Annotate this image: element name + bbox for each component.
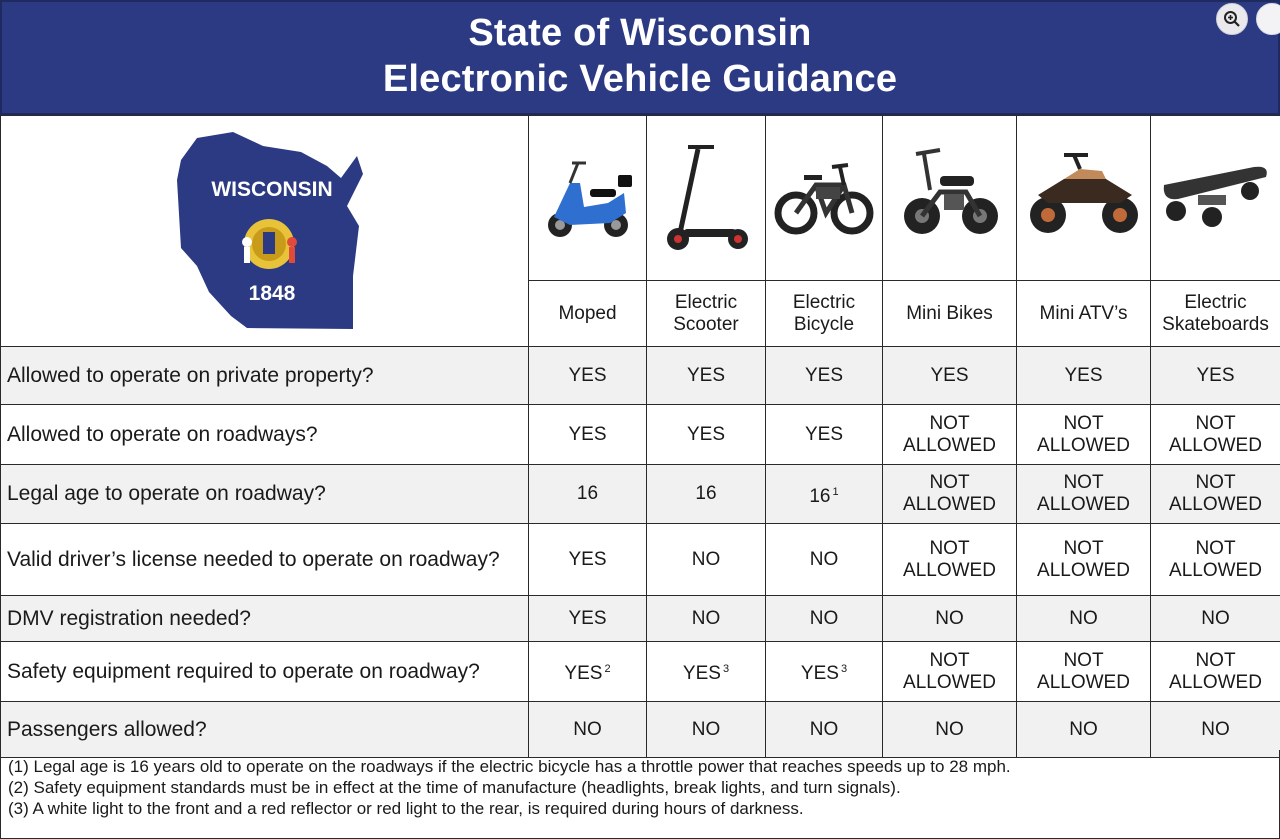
answer-cell: YES: [1016, 346, 1151, 405]
table-row: Allowed to operate on private property? Y…: [0, 346, 1280, 405]
table-row: Allowed to operate on roadways? YES YES YES…: [0, 404, 1280, 465]
answer-cell: NO: [646, 523, 766, 596]
answer-cell: 16 1: [765, 464, 883, 524]
answer-cell: NOT ALLOWED: [1150, 404, 1280, 465]
vehicle-label: Mini ATV’s: [1016, 280, 1151, 347]
wisconsin-badge-cell: WISCONSIN 1848: [0, 115, 529, 347]
answer-cell: YES: [528, 595, 647, 642]
footnote: (1) Legal age is 16 years old to operate…: [8, 757, 1011, 776]
electric-bicycle-icon: [774, 163, 874, 235]
answer-cell: YES: [528, 346, 647, 405]
answer-cell: 16: [646, 464, 766, 524]
electric-bicycle-image-cell: [765, 115, 883, 281]
table-row: DMV registration needed? YES NO NO NO NO NO: [0, 595, 1280, 642]
answer-cell: NO: [765, 595, 883, 642]
wisconsin-map-icon: WISCONSIN 1848: [177, 132, 363, 329]
row-question: Allowed to operate on private property?: [0, 346, 529, 405]
guidance-table: WISCONSIN 1848: [0, 115, 1280, 758]
answer-cell: NOT ALLOWED: [882, 464, 1017, 524]
row-question: DMV registration needed?: [0, 595, 529, 642]
table-row: Safety equipment required to operate on …: [0, 641, 1280, 702]
answer-cell: YES: [646, 404, 766, 465]
vehicle-label: Mini Bikes: [882, 280, 1017, 347]
footnotes: (1) Legal age is 16 years old to operate…: [0, 750, 1280, 839]
answer-cell: NO: [1016, 701, 1151, 758]
answer-cell: NO: [646, 701, 766, 758]
answer-cell: NO: [882, 595, 1017, 642]
page-title-line2: Electronic Vehicle Guidance: [382, 58, 898, 100]
answer-cell: NO: [646, 595, 766, 642]
electric-scooter-icon: [667, 145, 748, 250]
vehicle-label: Electric Scooter: [646, 280, 766, 347]
vehicle-header-row: Moped Electric Scooter Electric Bicycle Mi…: [1, 280, 1280, 347]
electric-skateboard-icon: [1163, 166, 1267, 227]
mini-atv-image-cell: [1016, 115, 1151, 281]
page-title-line1: State of Wisconsin: [468, 12, 812, 54]
mini-bike-icon: [903, 148, 998, 234]
answer-cell: YES 3: [646, 641, 766, 702]
answer-cell: NOT ALLOWED: [882, 641, 1017, 702]
mini-bike-image-cell: [882, 115, 1017, 281]
answer-cell: NO: [1150, 595, 1280, 642]
answer-cell: YES 2: [528, 641, 647, 702]
answer-cell: NOT ALLOWED: [1150, 464, 1280, 524]
footnote-marker: 3: [840, 663, 848, 675]
answer-cell: NOT ALLOWED: [1150, 641, 1280, 702]
badge-year: 1848: [249, 282, 296, 305]
row-question: Allowed to operate on roadways?: [0, 404, 529, 465]
answer-cell: YES: [882, 346, 1017, 405]
vehicle-label: Electric Skateboards: [1150, 280, 1280, 347]
zoom-in-icon: [1224, 11, 1240, 27]
electric-skateboard-image-cell: [1150, 115, 1280, 281]
state-seal-icon: [242, 219, 297, 269]
answer-cell: NO: [1016, 595, 1151, 642]
row-question: Legal age to operate on roadway?: [0, 464, 529, 524]
answer-cell: NO: [882, 701, 1017, 758]
table-row: Legal age to operate on roadway? 16 16 16 1 N…: [0, 464, 1280, 524]
answer-cell: YES 3: [765, 641, 883, 702]
answer-cell: NOT ALLOWED: [1016, 404, 1151, 465]
zoom-in-button[interactable]: [1216, 3, 1248, 35]
answer-cell: NO: [528, 701, 647, 758]
answer-cell: NO: [765, 701, 883, 758]
row-question: Passengers allowed?: [0, 701, 529, 758]
row-question: Safety equipment required to operate on …: [0, 641, 529, 702]
answer-cell: YES: [765, 404, 883, 465]
vehicle-label: Electric Bicycle: [765, 280, 883, 347]
electric-scooter-image-cell: [646, 115, 766, 281]
answer-cell: NOT ALLOWED: [1150, 523, 1280, 596]
footnote: (2) Safety equipment standards must be i…: [8, 778, 901, 797]
answer-cell: NOT ALLOWED: [1016, 523, 1151, 596]
zoom-out-button[interactable]: [1256, 3, 1280, 35]
answer-cell: NOT ALLOWED: [882, 523, 1017, 596]
mini-atv-icon: [1029, 153, 1138, 233]
answer-cell: NOT ALLOWED: [1016, 464, 1151, 524]
footnote-marker: 1: [832, 485, 839, 498]
moped-image-cell: [528, 115, 647, 281]
answer-cell: YES: [1150, 346, 1280, 405]
answer-cell: YES: [528, 404, 647, 465]
answer-cell: YES: [646, 346, 766, 405]
answer-cell: NO: [765, 523, 883, 596]
table-row: Passengers allowed? NO NO NO NO NO NO: [0, 701, 1280, 758]
footnote-marker: 2: [604, 663, 611, 675]
answer-cell: 16: [528, 464, 647, 524]
answer-cell: NOT ALLOWED: [1016, 641, 1151, 702]
badge-state-name: WISCONSIN: [211, 178, 332, 201]
table-row: Valid driver’s license needed to operate…: [0, 523, 1280, 596]
answer-cell: NO: [1150, 701, 1280, 758]
answer-cell: NOT ALLOWED: [882, 404, 1017, 465]
moped-icon: [547, 161, 632, 237]
answer-cell: YES: [765, 346, 883, 405]
footnote-marker: 3: [722, 663, 730, 675]
vehicle-label: Moped: [528, 280, 647, 347]
footnote: (3) A white light to the front and a red…: [8, 799, 804, 818]
row-question: Valid driver’s license needed to operate…: [0, 523, 529, 596]
page-header: State of Wisconsin Electronic Vehicle Gu…: [0, 0, 1280, 115]
answer-cell: YES: [528, 523, 647, 596]
